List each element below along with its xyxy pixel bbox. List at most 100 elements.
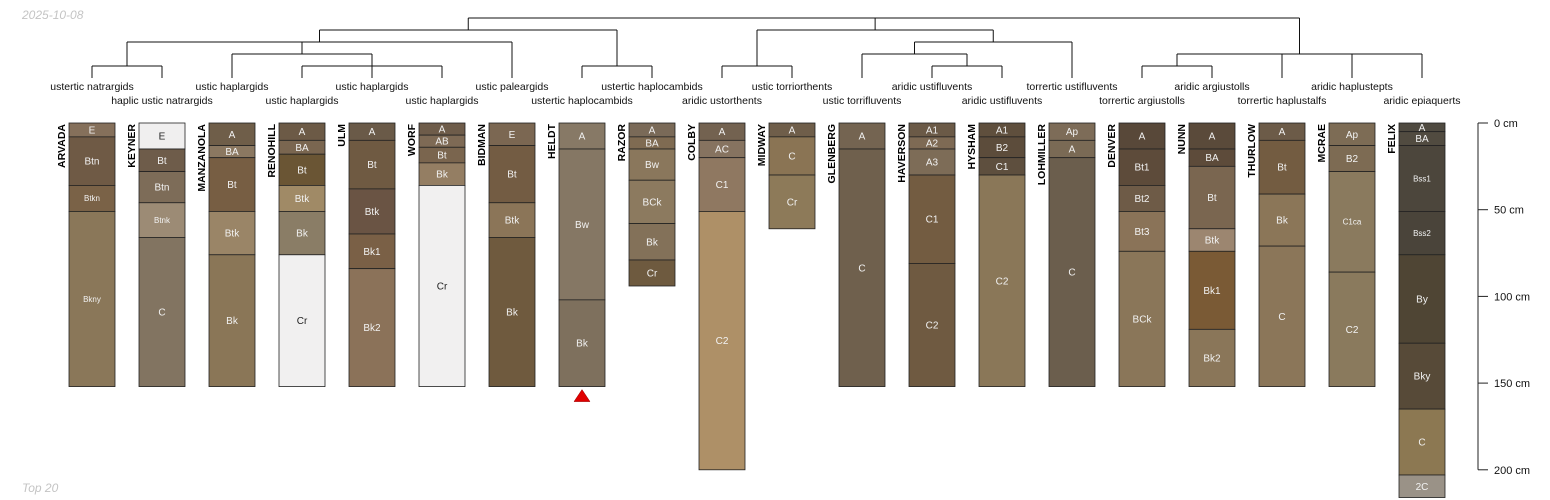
profile-name: HYSHAM <box>966 124 978 170</box>
horizon-label: B2 <box>996 143 1009 154</box>
horizon-midway-c <box>768 136 816 176</box>
horizon-renohill-bk <box>278 211 326 256</box>
horizon-worf-cr <box>418 185 466 387</box>
profile-lohmiller: Ap A C LOHMILLER <box>1036 122 1096 387</box>
horizon-label: C1 <box>996 162 1009 173</box>
profile-name: ULM <box>336 124 348 147</box>
horizon-haverson-c1 <box>908 174 956 264</box>
horizon-label: Bk <box>506 308 519 319</box>
horizon-label: C <box>158 308 165 319</box>
horizon-label: Cr <box>647 268 658 279</box>
profile-colby: A AC C1 C2 COLBY <box>686 122 746 471</box>
horizon-label: C1 <box>926 215 939 226</box>
horizon-keyner-btn <box>138 171 186 204</box>
horizon-label: BA <box>645 138 659 149</box>
taxon-label: aridic haplustepts <box>1311 81 1393 93</box>
horizon-label: C2 <box>716 336 729 347</box>
horizon-arvada-btn <box>68 136 116 186</box>
horizon-arvada-btkn <box>68 185 116 212</box>
horizon-label: C2 <box>996 276 1009 287</box>
horizon-label: BA <box>295 143 309 154</box>
taxon-label: ustic haplargids <box>406 95 479 107</box>
horizon-label: AB <box>435 137 449 148</box>
profile-name: RENOHILL <box>266 123 278 177</box>
profile-renohill: A BA Bt Btk Bk Cr RENOHILL <box>266 122 326 387</box>
horizon-label: Bt2 <box>1134 194 1149 205</box>
horizon-label: A <box>299 127 306 138</box>
horizon-keyner-btnk <box>138 202 186 238</box>
horizon-label: A <box>649 125 656 136</box>
taxon-label: ustertic natrargids <box>50 81 133 93</box>
taxon-label: ustic torriorthents <box>752 81 833 93</box>
horizon-label: C <box>858 263 865 274</box>
horizon-label: Bt1 <box>1134 163 1149 174</box>
horizon-label: AC <box>715 145 729 156</box>
horizon-ulm-bk2 <box>348 268 396 387</box>
horizon-renohill-btk <box>278 185 326 212</box>
horizon-bidman-bt <box>488 145 536 204</box>
profile-arvada: E Btn Btkn Bkny ARVADA <box>56 122 116 387</box>
horizon-label: Bss2 <box>1413 229 1431 238</box>
depth-axis: 0 cm 50 cm 100 cm 150 cm 200 cm <box>1477 118 1530 477</box>
horizon-hysham-c2 <box>978 174 1026 387</box>
horizon-label: Bt <box>1207 193 1217 204</box>
horizon-label: Bt <box>297 165 307 176</box>
depth-tick-label: 50 cm <box>1494 205 1524 217</box>
horizon-denver-bck <box>1118 250 1166 387</box>
horizon-label: Bk <box>1276 216 1289 227</box>
horizon-keyner-c <box>138 237 186 387</box>
profile-name: WORF <box>406 123 418 156</box>
horizon-label: C <box>1278 312 1285 323</box>
horizon-label: C <box>1068 268 1075 279</box>
horizon-razor-bck <box>628 179 676 224</box>
taxon-label: torrertic ustifluvents <box>1026 81 1117 93</box>
horizon-label: Ap <box>1346 130 1359 141</box>
profile-nunn: A BA Bt Btk Bk1 Bk2 NUNN <box>1176 122 1236 387</box>
profile-keyner: E Bt Btn Btnk C KEYNER <box>126 122 186 387</box>
depth-tick-label: 150 cm <box>1494 378 1530 390</box>
horizon-label: Bt3 <box>1134 227 1149 238</box>
horizon-label: Bkny <box>83 295 101 304</box>
horizon-label: Cr <box>787 197 798 208</box>
profile-hysham: A1 B2 C1 C2 HYSHAM <box>966 122 1026 387</box>
horizon-label: BA <box>1205 153 1219 164</box>
horizon-label: C <box>788 151 795 162</box>
horizon-manzanola-btk <box>208 211 256 256</box>
horizon-label: E <box>509 130 516 141</box>
profile-mcrae: Ap B2 C1ca C2 MCRAE <box>1316 122 1376 387</box>
horizon-haverson-a3 <box>908 148 956 176</box>
horizon-glenberg-c <box>838 148 886 387</box>
horizon-label: A <box>789 125 796 136</box>
horizon-colby-c1 <box>698 157 746 212</box>
horizon-label: A <box>1279 127 1286 138</box>
horizon-label: Ap <box>1066 127 1079 138</box>
horizon-mcrae-c2 <box>1328 271 1376 387</box>
profile-name: FELIX <box>1386 124 1398 154</box>
horizon-label: A <box>1069 145 1076 156</box>
horizon-heldt-bk <box>558 299 606 387</box>
profile-name: BIDMAN <box>476 124 488 166</box>
depth-tick-label: 100 cm <box>1494 291 1530 303</box>
horizon-label: A <box>859 132 866 143</box>
profile-name: THURLOW <box>1246 124 1258 178</box>
horizon-label: Bw <box>645 160 660 171</box>
horizon-label: A <box>369 127 376 138</box>
taxon-label: aridic epiaquerts <box>1383 95 1460 107</box>
horizon-label: Bk2 <box>1203 353 1221 364</box>
profile-haverson: A1 A2 A3 C1 C2 HAVERSON <box>896 122 956 387</box>
horizon-label: Bt <box>367 160 377 171</box>
horizon-label: A1 <box>926 125 939 136</box>
horizon-glenberg-a <box>838 122 886 150</box>
horizon-label: B2 <box>1346 154 1359 165</box>
horizon-label: Bk <box>436 170 449 181</box>
horizon-label: Btk <box>505 216 520 227</box>
taxon-label: torrertic haplustalfs <box>1238 95 1327 107</box>
taxon-label: aridic argiustolls <box>1174 81 1249 93</box>
horizon-label: Btn <box>154 183 169 194</box>
horizon-label: BA <box>1415 134 1429 145</box>
dendrogram <box>91 17 1423 78</box>
horizon-label: Bt <box>157 156 167 167</box>
horizon-denver-a <box>1118 122 1166 150</box>
